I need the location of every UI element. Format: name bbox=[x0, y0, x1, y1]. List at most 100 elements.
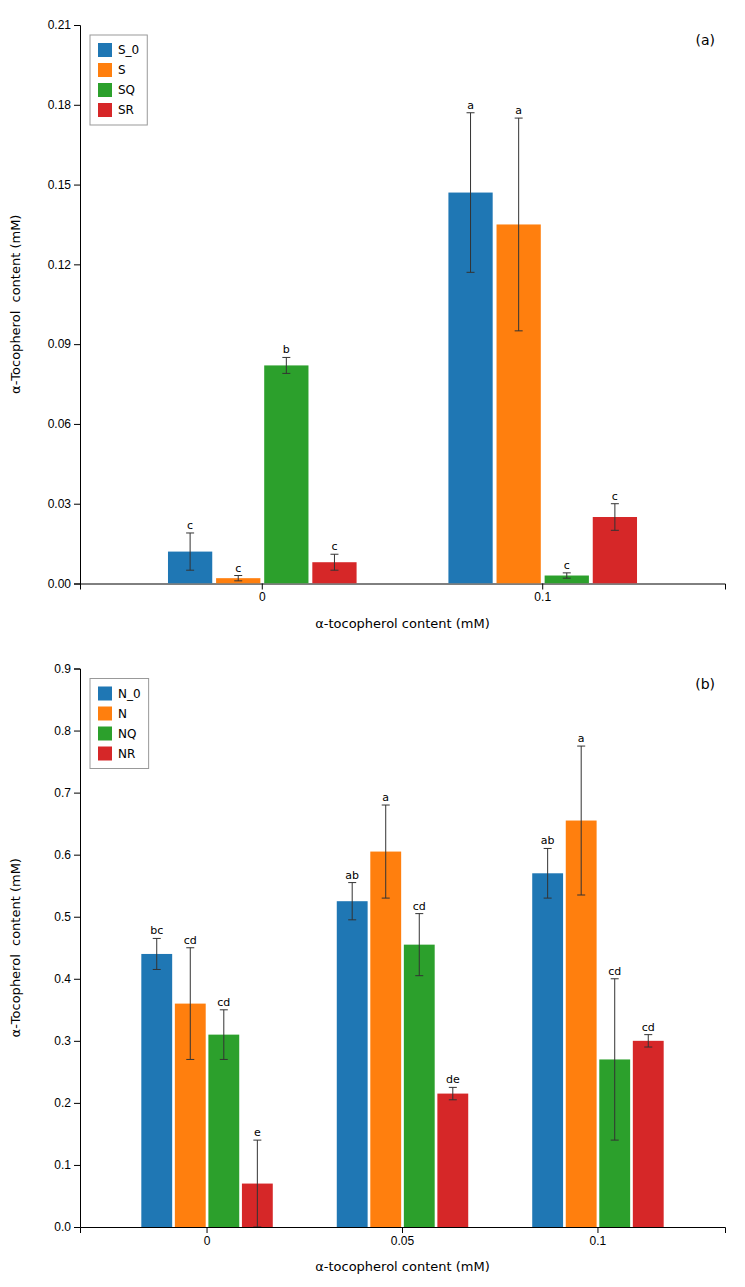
letter-label: cd bbox=[608, 965, 621, 978]
error-bar bbox=[515, 118, 523, 331]
error-bar bbox=[415, 914, 423, 976]
x-axis-title: α-tocopherol content (mM) bbox=[315, 1259, 490, 1274]
x-tick: 0.05 bbox=[391, 1227, 415, 1248]
y-tick-label: 0.7 bbox=[54, 786, 71, 800]
bar bbox=[532, 873, 563, 1227]
bar bbox=[370, 852, 401, 1227]
y-tick: 0.00 bbox=[48, 577, 80, 591]
legend-box bbox=[90, 35, 147, 125]
error-bar bbox=[563, 573, 571, 578]
series bbox=[264, 357, 589, 583]
y-tick: 0.9 bbox=[54, 662, 80, 676]
y-tick: 0.12 bbox=[48, 258, 80, 272]
legend-label: S bbox=[118, 63, 126, 77]
y-tick-label: 0.21 bbox=[48, 18, 72, 32]
x-tick-mark bbox=[597, 1227, 598, 1233]
series bbox=[312, 504, 637, 584]
x-tick: 0.1 bbox=[590, 1227, 607, 1248]
y-tick: 0.4 bbox=[54, 972, 80, 986]
figure: 0.000.030.060.090.120.150.180.2100.1caca… bbox=[0, 0, 745, 1287]
legend-item: SQ bbox=[98, 83, 135, 97]
letter-label: de bbox=[446, 1073, 460, 1086]
legend-swatch bbox=[98, 687, 112, 701]
y-tick-label: 0.00 bbox=[48, 577, 72, 591]
bar bbox=[208, 1035, 239, 1227]
x-tick-mark bbox=[402, 1227, 403, 1233]
y-tick-mark bbox=[74, 669, 80, 670]
chart: 0.00.10.20.30.40.50.60.70.80.900.050.1bc… bbox=[8, 662, 726, 1274]
y-tick-label: 0.06 bbox=[48, 417, 72, 431]
y-tick-label: 0.3 bbox=[54, 1034, 71, 1048]
error-bar bbox=[577, 746, 585, 895]
legend-item: N_0 bbox=[98, 687, 141, 701]
plot-marks bbox=[168, 113, 637, 584]
y-tick-mark bbox=[74, 979, 80, 980]
error-bar bbox=[234, 576, 242, 581]
y-axis-line bbox=[74, 669, 81, 1228]
letter-label: bc bbox=[150, 924, 163, 937]
bar bbox=[264, 365, 308, 583]
x-tick-label: 0.05 bbox=[391, 1234, 415, 1248]
x-tick-mark bbox=[542, 584, 543, 590]
y-tick: 0.09 bbox=[48, 337, 80, 351]
y-axis-title: α-Tocopherol content (mM) bbox=[8, 858, 23, 1037]
y-axis: 0.0 0.1 0.2 0.3 0.4 0.5 0.6 0.7 0.8 0.9 bbox=[54, 662, 80, 1235]
y-tick-label: 0.12 bbox=[48, 258, 72, 272]
y-tick-mark bbox=[74, 105, 80, 106]
y-tick-mark bbox=[74, 584, 80, 585]
y-tick: 0.2 bbox=[54, 1096, 80, 1110]
y-tick-mark bbox=[74, 731, 80, 732]
y-tick-label: 0.9 bbox=[54, 662, 71, 676]
y-tick-mark bbox=[74, 344, 80, 345]
letter-label: ab bbox=[345, 869, 359, 882]
legend-label: NR bbox=[118, 747, 135, 761]
letter-label: c bbox=[235, 562, 241, 575]
y-tick: 0.03 bbox=[48, 497, 80, 511]
letter-label: cd bbox=[642, 1021, 655, 1034]
legend-swatch bbox=[98, 103, 112, 117]
series bbox=[208, 914, 630, 1227]
bar bbox=[404, 945, 435, 1227]
legend-item: N bbox=[98, 707, 127, 721]
x-axis: 00.050.1 bbox=[81, 1227, 726, 1248]
error-bar bbox=[253, 1140, 261, 1227]
legend-label: NQ bbox=[118, 727, 136, 741]
chart: 0.000.030.060.090.120.150.180.2100.1caca… bbox=[8, 18, 726, 630]
letter-label: b bbox=[283, 343, 290, 356]
series bbox=[141, 848, 563, 1227]
y-tick-mark bbox=[74, 1103, 80, 1104]
error-bar bbox=[220, 1010, 228, 1060]
y-tick-label: 0.18 bbox=[48, 98, 72, 112]
letter-labels: cacabccc bbox=[187, 99, 618, 575]
y-tick-label: 0.4 bbox=[54, 972, 71, 986]
x-axis: 00.1 bbox=[81, 584, 726, 605]
letter-label: cd bbox=[184, 934, 197, 947]
y-tick-mark bbox=[74, 424, 80, 425]
chart-title: (a) bbox=[695, 32, 715, 48]
error-bar bbox=[449, 1087, 457, 1099]
letter-label: cd bbox=[413, 900, 426, 913]
y-tick: 0.6 bbox=[54, 848, 80, 862]
y-tick: 0.8 bbox=[54, 724, 80, 738]
y-tick-mark bbox=[74, 264, 80, 265]
y-tick: 0.5 bbox=[54, 910, 80, 924]
letter-label: c bbox=[331, 540, 337, 553]
letter-labels: bcababcdaacdcdcdedecd bbox=[150, 732, 655, 1139]
y-tick-label: 0.8 bbox=[54, 724, 71, 738]
letter-label: a bbox=[515, 104, 522, 117]
y-tick: 0.0 bbox=[54, 1220, 80, 1234]
y-tick-mark bbox=[74, 1227, 80, 1228]
legend-swatch bbox=[98, 727, 112, 741]
letter-label: c bbox=[564, 559, 570, 572]
error-bar bbox=[348, 883, 356, 920]
legend-swatch bbox=[98, 43, 112, 57]
y-tick: 0.06 bbox=[48, 417, 80, 431]
y-tick-label: 0.2 bbox=[54, 1096, 71, 1110]
x-axis-line bbox=[81, 584, 726, 590]
legend-item: S_0 bbox=[98, 43, 139, 57]
y-tick-mark bbox=[74, 855, 80, 856]
y-tick: 0.1 bbox=[54, 1158, 80, 1172]
error-bar bbox=[330, 554, 338, 570]
bar bbox=[337, 901, 368, 1227]
legend-swatch bbox=[98, 83, 112, 97]
